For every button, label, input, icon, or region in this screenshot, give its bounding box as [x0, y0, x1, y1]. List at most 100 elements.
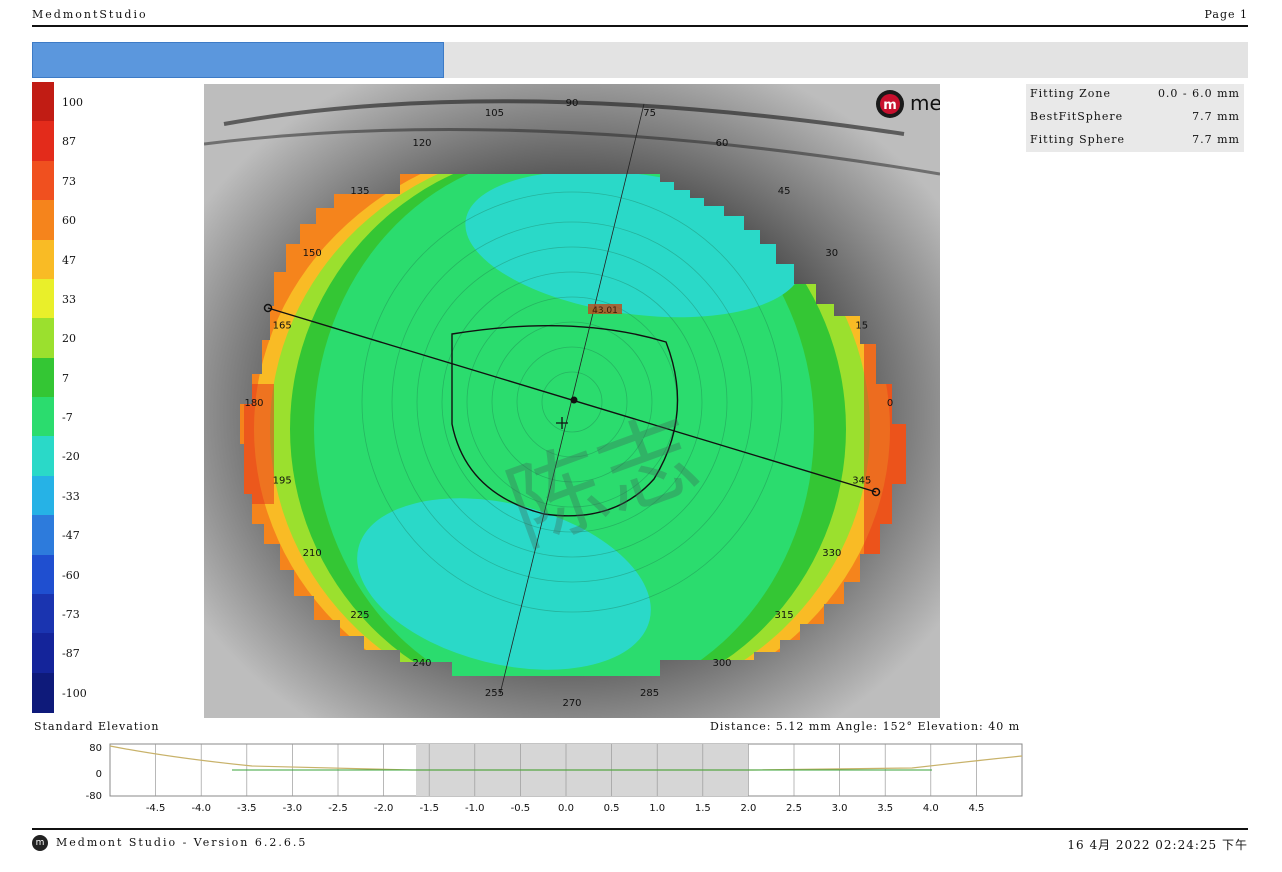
profile-x-tick: 2.5: [786, 803, 802, 814]
legend-swatch: [32, 82, 54, 122]
fitting-info-panel: Fitting Zone 0.0 - 6.0 mm BestFitSphere …: [1026, 84, 1244, 152]
legend-label: -33: [62, 489, 80, 503]
axis-angle-label: 345: [852, 476, 871, 487]
progress-fill: [32, 42, 444, 78]
axis-angle-label: 90: [566, 98, 579, 109]
legend-swatch: [32, 200, 54, 241]
axis-angle-label: 135: [350, 186, 369, 197]
legend-label: 60: [62, 214, 76, 228]
legend-label: -100: [62, 686, 87, 700]
profile-x-tick: -2.5: [328, 803, 348, 814]
measure-start-handle[interactable]: [263, 303, 273, 313]
info-row: Fitting Sphere 7.7 mm: [1030, 133, 1240, 146]
eyelid-shape: [204, 127, 940, 176]
axis-angle-label: 300: [712, 658, 731, 669]
axis-angle-label: 15: [855, 320, 868, 331]
info-row: BestFitSphere 7.7 mm: [1030, 110, 1240, 123]
legend-label: -47: [62, 529, 80, 543]
legend-swatch: [32, 515, 54, 556]
profile-x-tick: 0.0: [558, 803, 574, 814]
medmont-icon: m: [32, 835, 48, 851]
profile-x-tick: 1.0: [649, 803, 665, 814]
legend-label: 87: [62, 135, 76, 149]
brand-name: medmont: [910, 91, 940, 115]
axis-labels: 105 90 75 120 60 135 45 150 30 165 15 180 0 195 345 210…: [244, 98, 893, 709]
axis-angle-label: 285: [640, 688, 659, 699]
app-title: MedmontStudio: [32, 8, 148, 21]
profile-x-tick: 4.0: [923, 803, 939, 814]
axis-angle-label: 150: [303, 248, 322, 259]
profile-x-tick: 3.0: [832, 803, 848, 814]
center-crosshair-icon: [556, 417, 568, 429]
logo-mark-icon: m: [883, 98, 897, 113]
legend-label: -7: [62, 411, 73, 424]
center-value: 43.01: [592, 306, 618, 316]
medmont-logo: m medmont: [876, 90, 940, 118]
legend-label: 20: [62, 332, 76, 346]
elevation-profile-chart[interactable]: 800-80 -4.5 -4.0 -3.5 -3.0 -2.5 -2.0 -1.5 -1.0-…: [32, 736, 1024, 818]
footer-rule: [32, 828, 1248, 830]
axis-angle-label: 195: [273, 476, 292, 487]
axis-angle-label: 225: [350, 610, 369, 621]
legend-swatch: [32, 121, 54, 162]
axis-angle-label: 105: [485, 108, 504, 119]
profile-title: Standard Elevation: [34, 720, 160, 733]
profile-x-tick: 1.5: [695, 803, 711, 814]
axis-angle-label: 270: [562, 698, 581, 709]
page-number: Page 1: [1204, 8, 1248, 21]
profile-x-tick: 0.5: [604, 803, 620, 814]
legend-swatch: [32, 357, 54, 398]
axis-angle-label: 45: [778, 186, 791, 197]
profile-y-tick: 0: [96, 769, 102, 780]
center-value-box: [588, 304, 622, 314]
legend-label: 33: [62, 292, 76, 306]
legend-label: 47: [62, 253, 76, 267]
axis-angle-label: 330: [822, 548, 841, 559]
legend-swatch: [32, 160, 54, 201]
axis-angle-label: 255: [485, 688, 504, 699]
legend-swatch: [32, 318, 54, 359]
legend-label: -87: [62, 647, 80, 661]
legend-label: 7: [62, 371, 69, 385]
profile-x-tick: -4.0: [191, 803, 211, 814]
axis-angle-label: 60: [716, 138, 729, 149]
legend-swatch: [32, 397, 54, 437]
profile-x-tick: 4.5: [968, 803, 984, 814]
axis-angle-label: 180: [244, 398, 263, 409]
profile-y-ticks: 80 0 -80: [86, 743, 102, 802]
elevation-colormap: [240, 174, 906, 676]
color-scale-legend: [32, 82, 54, 713]
legend-swatch: [32, 633, 54, 674]
page-header: MedmontStudio Page 1: [32, 8, 1248, 26]
legend-label: 100: [62, 96, 83, 109]
axis-angle-label: 30: [825, 248, 838, 259]
header-rule: [32, 25, 1248, 27]
fitting-zone-outline: [451, 324, 679, 517]
report-datetime: 16 4月 2022 02:24:25 下午: [1067, 838, 1248, 852]
axis-angle-label: 240: [412, 658, 431, 669]
profile-x-tick: -0.5: [511, 803, 531, 814]
legend-swatch: [32, 672, 54, 713]
axis-angle-label: 210: [303, 548, 322, 559]
legend-swatch: [32, 436, 54, 477]
legend-label: -60: [62, 568, 80, 582]
profile-x-tick: -2.0: [374, 803, 394, 814]
profile-x-tick: -3.5: [237, 803, 257, 814]
version-text: Medmont Studio - Version 6.2.6.5: [56, 836, 308, 849]
axis-angle-label: 315: [775, 610, 794, 621]
legend-label: -20: [62, 450, 80, 464]
profile-x-tick: -4.5: [146, 803, 166, 814]
profile-x-tick: 3.5: [877, 803, 893, 814]
eyelash-shape: [223, 99, 905, 136]
measure-end-handle[interactable]: [871, 487, 881, 497]
info-row: Fitting Zone 0.0 - 6.0 mm: [1030, 87, 1240, 100]
legend-label: 73: [62, 174, 76, 188]
measurement-readout: Distance: 5.12 mm Angle: 152° Elevation:…: [710, 720, 1021, 733]
profile-x-tick: 2.0: [740, 803, 756, 814]
legend-label: -73: [62, 607, 80, 621]
axis-angle-label: 75: [643, 108, 656, 119]
profile-y-tick: 80: [89, 743, 102, 754]
legend-swatch: [32, 475, 54, 516]
legend-swatch: [32, 593, 54, 634]
